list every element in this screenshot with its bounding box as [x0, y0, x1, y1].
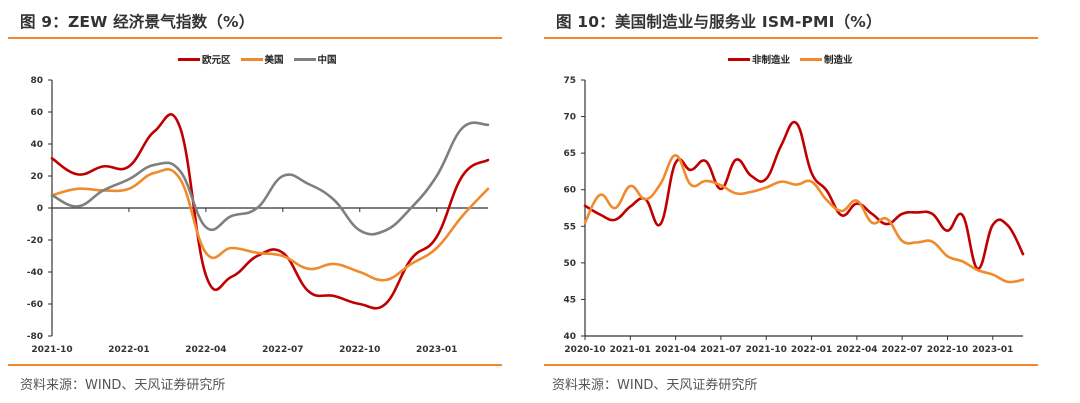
x-tick-label: 2022-01	[791, 345, 832, 355]
x-tick-label: 2022-04	[185, 345, 226, 355]
x-tick-label: 2022-07	[262, 345, 303, 355]
x-tick-label: 2022-10	[927, 345, 968, 355]
legend-label: 中国	[317, 55, 337, 66]
y-tick-label: 70	[563, 113, 576, 123]
legend-swatch	[728, 57, 750, 61]
legend-swatch	[800, 57, 823, 61]
y-tick-label: 65	[563, 149, 576, 159]
y-tick-label: 40	[30, 140, 43, 150]
x-tick-label: 2021-10	[746, 345, 787, 355]
x-tick-label: 2022-01	[108, 345, 149, 355]
x-tick-label: 2023-01	[972, 345, 1013, 355]
y-tick-label: 20	[30, 172, 43, 182]
source-divider	[544, 364, 1038, 366]
legend-label: 非制造业	[752, 55, 791, 66]
series-line-2	[50, 167, 490, 282]
x-tick-label: 2021-01	[610, 345, 651, 355]
zew-chart-panel: 图 9：ZEW 经济景气指数（%） 欧元区 美国 中国 资料来源：WIND、天风证券…	[8, 13, 502, 393]
chart-title: 图 9：ZEW 经济景气指数（%）	[20, 13, 255, 31]
x-tick-label: 2021-07	[700, 345, 741, 355]
source-note: 资料来源：WIND、天风证券研究所	[20, 378, 226, 393]
ism-pmi-chart-panel: 图 10：美国制造业与服务业 ISM-PMI（%） 非制造业 制造业 资料来源：W…	[540, 0, 1080, 403]
series-line-1	[50, 113, 490, 310]
chart-title: 图 10：美国制造业与服务业 ISM-PMI（%）	[556, 13, 882, 31]
legend-label: 制造业	[824, 55, 853, 66]
series-line-2	[583, 154, 1025, 284]
legend-item: 非制造业	[728, 52, 790, 66]
x-tick-label: 2021-10	[31, 345, 72, 355]
legend-swatch	[178, 57, 200, 61]
y-tick-label: 55	[563, 222, 576, 232]
legend-label: 欧元区	[202, 55, 231, 66]
y-tick-label: 75	[563, 76, 576, 86]
x-tick-label: 2023-01	[416, 345, 457, 355]
y-tick-label: 80	[30, 76, 43, 86]
x-tick-label: 2022-10	[339, 345, 380, 355]
x-tick-label: 2020-10	[564, 345, 605, 355]
series-line-3	[50, 121, 490, 236]
title-divider	[8, 37, 502, 39]
chart-legend: 欧元区 美国 中国	[178, 52, 337, 66]
y-tick-label: -20	[27, 236, 43, 246]
series-line-1	[583, 120, 1025, 271]
legend-item: 美国	[240, 52, 284, 66]
legend-swatch	[293, 57, 316, 61]
x-tick-label: 2022-04	[836, 345, 877, 355]
y-tick-label: 40	[563, 332, 576, 342]
legend-item: 欧元区	[178, 52, 231, 66]
y-tick-label: 60	[30, 108, 43, 118]
y-tick-label: 45	[563, 295, 576, 305]
y-tick-label: 60	[563, 186, 576, 196]
x-tick-label: 2022-07	[882, 345, 923, 355]
y-tick-label: 0	[37, 204, 43, 214]
source-divider	[8, 364, 502, 366]
y-tick-label: -60	[27, 300, 43, 310]
title-divider	[544, 37, 1038, 39]
x-tick-label: 2021-04	[655, 345, 696, 355]
legend-swatch	[240, 57, 263, 61]
legend-label: 美国	[264, 55, 284, 66]
y-tick-label: -80	[27, 332, 43, 342]
legend-item: 中国	[293, 52, 337, 66]
y-tick-label: -40	[27, 268, 43, 278]
legend-item: 制造业	[800, 52, 853, 66]
chart-legend: 非制造业 制造业	[728, 52, 853, 66]
y-tick-label: 50	[563, 259, 576, 269]
source-note: 资料来源：WIND、天风证券研究所	[552, 378, 758, 393]
